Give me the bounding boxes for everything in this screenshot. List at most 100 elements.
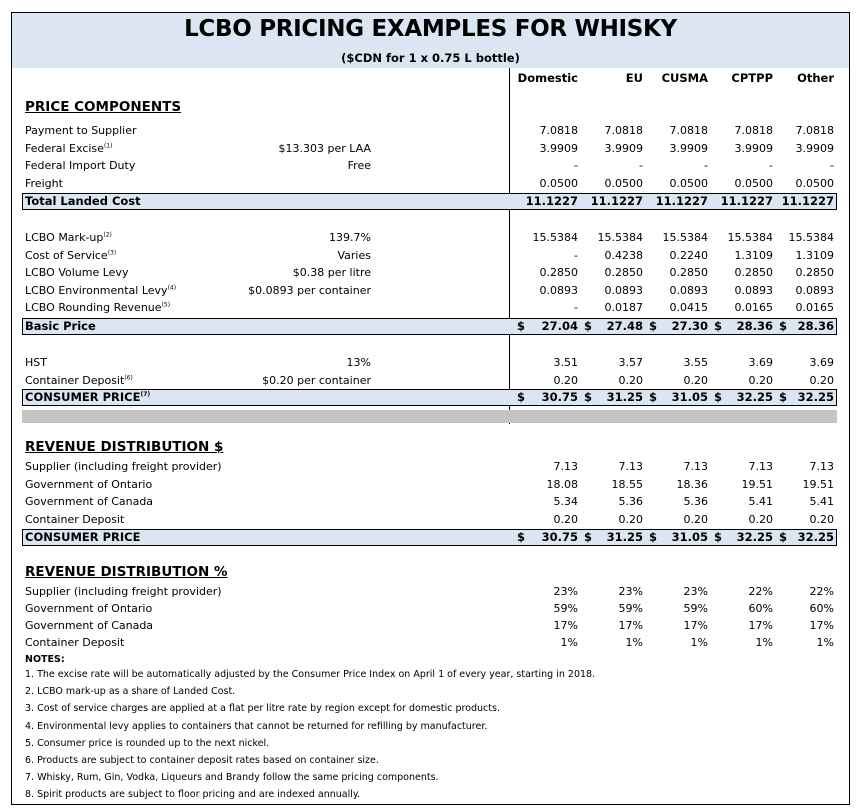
currency-symbol: $ <box>584 390 593 404</box>
value-cell: 23% <box>618 585 643 598</box>
total-label: CONSUMER PRICE <box>25 530 141 544</box>
total-label: Basic Price <box>25 319 96 333</box>
note-item: 6. Products are subject to container dep… <box>25 755 379 766</box>
pricing-sheet: LCBO PRICING EXAMPLES FOR WHISKY ($CDN f… <box>11 12 850 805</box>
value-cell: 0.2850 <box>669 266 709 279</box>
total-value: 27.48 <box>606 319 643 333</box>
row-label: Government of Ontario <box>25 602 153 615</box>
value-cell: 23% <box>683 585 708 598</box>
currency-symbol: $ <box>714 530 723 544</box>
value-cell: 7.0818 <box>669 124 709 137</box>
value-cell: 0.2850 <box>539 266 579 279</box>
value-cell: 3.55 <box>683 356 709 369</box>
value-cell: 0.20 <box>809 373 835 387</box>
row-label: LCBO Environmental Levy(4) <box>25 283 177 297</box>
value-cell: 7.0818 <box>734 124 774 137</box>
note-item: 5. Consumer price is rounded up to the n… <box>25 737 270 749</box>
value-cell: 7.13 <box>683 460 709 473</box>
column-header: Domestic <box>517 71 578 85</box>
value-cell: 5.41 <box>809 495 835 508</box>
value-cell: 1% <box>816 636 834 649</box>
footnote-ref: (4) <box>167 283 177 291</box>
value-cell: 0.20 <box>553 373 579 387</box>
value-cell: 5.34 <box>553 495 579 508</box>
value-cell: 17% <box>809 619 834 632</box>
section-separator <box>22 410 837 423</box>
total-value: 27.30 <box>671 319 708 333</box>
row-label: Cost of Service(3) <box>25 248 117 262</box>
total-row <box>22 318 837 335</box>
row-rate: Free <box>347 159 371 172</box>
column-header: EU <box>625 71 643 85</box>
value-cell: - <box>830 159 834 172</box>
currency-symbol: $ <box>517 530 526 544</box>
note-item: 2. LCBO mark-up as a share of Landed Cos… <box>25 686 236 698</box>
value-cell: 7.0818 <box>795 124 835 137</box>
row-label: Federal Excise(1) <box>25 141 113 155</box>
row-label: Government of Canada <box>25 495 154 508</box>
value-cell: 0.2240 <box>669 248 709 262</box>
total-value: 27.04 <box>541 319 578 333</box>
value-cell: 0.0893 <box>734 283 774 297</box>
value-cell: 3.9909 <box>795 141 835 155</box>
total-value: 32.25 <box>736 530 773 544</box>
value-cell: 0.0187 <box>604 301 644 314</box>
value-cell: 3.9909 <box>539 141 579 155</box>
row-label: Government of Canada <box>25 619 154 632</box>
value-cell: 0.0415 <box>669 301 709 314</box>
total-value: 31.25 <box>606 390 643 404</box>
value-cell: 0.20 <box>683 512 709 526</box>
currency-symbol: $ <box>649 530 658 544</box>
currency-symbol: $ <box>649 319 658 333</box>
value-cell: 18.08 <box>546 477 579 491</box>
value-cell: 15.5384 <box>597 231 644 244</box>
value-cell: 7.0818 <box>604 124 644 137</box>
footnote-ref: (6) <box>124 373 133 381</box>
value-cell: 59% <box>553 602 578 615</box>
value-cell: 1% <box>560 636 578 649</box>
total-value: 31.05 <box>671 390 708 404</box>
value-cell: 0.20 <box>618 512 644 526</box>
row-label: LCBO Volume Levy <box>25 266 129 279</box>
value-cell: 0.4238 <box>604 248 644 262</box>
value-cell: 3.9909 <box>734 141 774 155</box>
footnote-ref: (3) <box>107 248 117 256</box>
page-subtitle: ($CDN for 1 x 0.75 L bottle) <box>341 51 520 65</box>
value-cell: 0.20 <box>683 373 709 387</box>
note-item: 4. Environmental levy applies to contain… <box>25 720 488 732</box>
value-cell: 0.0165 <box>795 301 835 314</box>
title-band <box>12 13 849 68</box>
value-cell: 0.20 <box>809 512 835 526</box>
value-cell: 0.20 <box>748 512 774 526</box>
value-cell: 3.57 <box>618 356 644 369</box>
value-cell: 0.0500 <box>604 176 644 190</box>
value-cell: 17% <box>748 619 773 632</box>
row-rate: $0.20 per container <box>262 373 371 387</box>
value-cell: 15.5384 <box>662 231 709 244</box>
column-header: CUSMA <box>661 71 708 85</box>
value-cell: 15.5384 <box>532 231 579 244</box>
value-cell: 60% <box>748 602 773 615</box>
footnote-ref: (5) <box>161 301 171 309</box>
row-label: LCBO Rounding Revenue(5) <box>25 301 171 314</box>
value-cell: 1% <box>690 636 708 649</box>
total-value: 31.25 <box>606 530 643 544</box>
value-cell: 19.51 <box>802 477 835 491</box>
currency-symbol: $ <box>584 530 593 544</box>
currency-symbol: $ <box>779 319 788 333</box>
total-value: 30.75 <box>541 390 578 404</box>
row-label: Freight <box>25 176 63 190</box>
footnote-ref: (2) <box>103 231 112 239</box>
value-cell: 1% <box>625 636 643 649</box>
row-label: HST <box>25 356 47 369</box>
value-cell: 17% <box>683 619 708 632</box>
column-header: CPTPP <box>731 71 773 85</box>
total-value: 11.1227 <box>720 194 773 208</box>
note-item: 8. Spirit products are subject to floor … <box>25 789 361 801</box>
row-label: Government of Ontario <box>25 477 153 491</box>
row-label: Federal Import Duty <box>25 159 136 172</box>
value-cell: 3.69 <box>748 356 774 369</box>
currency-symbol: $ <box>649 390 658 404</box>
value-cell: - <box>574 301 578 314</box>
total-value: 11.1227 <box>655 194 708 208</box>
